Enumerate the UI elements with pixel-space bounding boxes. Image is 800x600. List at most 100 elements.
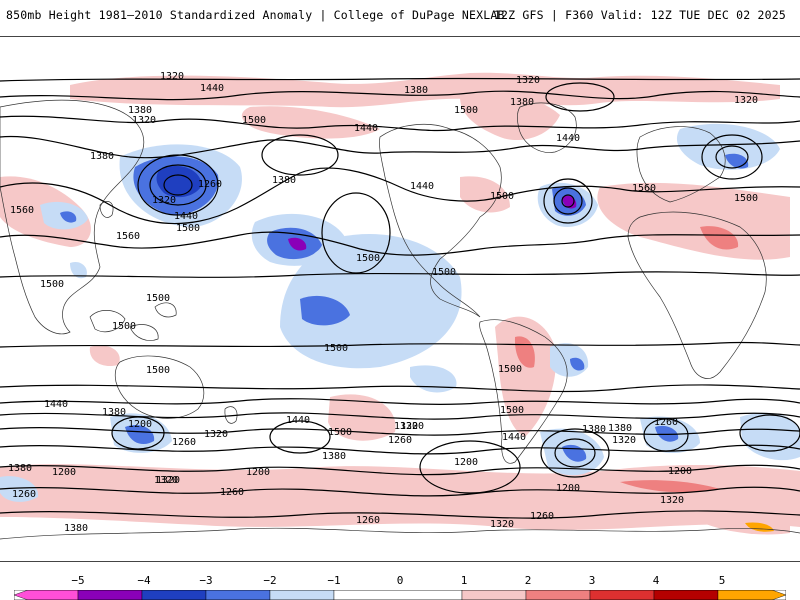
contour-label: 1320: [734, 95, 758, 106]
colorbar-cell: [14, 590, 79, 600]
colorbar-cell: [589, 590, 655, 600]
contour-label: 1320: [154, 475, 178, 486]
contour-label: 1380: [510, 97, 534, 108]
contour-line: [0, 115, 800, 132]
contour-low: [419, 440, 521, 494]
contour-label: 1380: [404, 85, 428, 96]
contour-label: 1440: [354, 123, 378, 134]
contour-line: [0, 510, 800, 519]
contour-line: [0, 486, 800, 497]
positive-anomaly-area: [460, 93, 560, 141]
contour-label: 1260: [220, 487, 244, 498]
contour-line: [0, 464, 800, 476]
contour-label: 1200: [454, 457, 478, 468]
contour-low: [137, 154, 219, 216]
contour-low: [701, 134, 763, 180]
contour-high: [261, 134, 339, 176]
contour-high: [321, 192, 391, 274]
positive-anomaly-area: [597, 182, 790, 260]
contour-label: 1320: [400, 421, 424, 432]
coastline-southeast-asia: [89, 302, 177, 341]
colorbar-tick: 5: [718, 574, 726, 587]
contour-label: 1200: [52, 467, 76, 478]
contour-label: 1200: [246, 467, 270, 478]
negative-anomaly-area: [125, 424, 155, 445]
contour-label: 1440: [44, 399, 68, 410]
contour-low: [163, 174, 193, 196]
contour-label: 1260: [388, 435, 412, 446]
coastline-new-zealand: [224, 406, 238, 424]
coastline-antarctica: [0, 527, 800, 540]
contour-labels: 1320 1440 1380 1320 1380 1320 1440 1500 …: [8, 71, 758, 534]
contour-low: [715, 145, 749, 169]
contour-label: 1380: [582, 424, 606, 435]
contour-label: 1500: [324, 343, 348, 354]
contour-label: 1440: [200, 83, 224, 94]
contour-label: 1500: [146, 365, 170, 376]
contour-line: [0, 231, 800, 256]
contour-line: [0, 341, 800, 348]
contour-low: [739, 414, 800, 452]
contour-label: 1500: [734, 193, 758, 204]
contour-label: 1500: [176, 223, 200, 234]
coastline-japan: [99, 201, 114, 218]
contour-label: 1380: [90, 151, 114, 162]
map-title: 850mb Height 1981–2010 Standardized Anom…: [6, 8, 505, 22]
contour-low: [543, 178, 593, 224]
contour-label: 1380: [608, 423, 632, 434]
colorbar-cell: [269, 590, 335, 600]
contour-label: 1560: [632, 183, 656, 194]
positive-anomaly-area: [89, 345, 120, 367]
contour-label: 1500: [112, 321, 136, 332]
colorbar-tick: −1: [327, 574, 341, 587]
negative-anomaly-area: [550, 343, 589, 377]
contour-label: 1320: [156, 475, 180, 486]
positive-anomaly-area: [620, 480, 720, 493]
positive-anomaly-area: [241, 106, 380, 139]
contour-label: 1500: [490, 191, 514, 202]
negative-anomaly-area: [410, 365, 457, 393]
colorbar-tick: 1: [460, 574, 468, 587]
contour-label: 1200: [668, 466, 692, 477]
colorbar-cell: [205, 590, 271, 600]
negative-anomaly-area: [60, 211, 77, 223]
header-bar: 850mb Height 1981–2010 Standardized Anom…: [0, 0, 800, 36]
contour-label: 1500: [498, 364, 522, 375]
colorbar-cell: [525, 590, 591, 600]
colorbar-tick: 2: [524, 574, 532, 587]
contour-label: 1320: [612, 435, 636, 446]
contour-line: [0, 384, 800, 393]
contour-label: 1500: [242, 115, 266, 126]
contour-label: 1320: [132, 115, 156, 126]
colorbar-tick: −5: [71, 574, 85, 587]
anomaly-map[interactable]: 1320 1440 1380 1320 1380 1320 1440 1500 …: [0, 36, 800, 562]
contour-line: [0, 427, 800, 436]
contour-label: 1500: [40, 279, 64, 290]
colorbar-cell: [717, 590, 786, 600]
contour-low: [561, 194, 575, 208]
contour-label: 1500: [356, 253, 380, 264]
coastline-asia: [0, 99, 145, 335]
contour-label: 1260: [172, 437, 196, 448]
contour-label: 1380: [128, 105, 152, 116]
contour-label: 1380: [64, 523, 88, 534]
contour-label: 1440: [410, 181, 434, 192]
contour-label: 1200: [556, 483, 580, 494]
contour-low: [269, 420, 331, 454]
colorbar-cell: [333, 590, 463, 600]
positive-anomaly-area: [700, 226, 739, 250]
contour-label: 1380: [322, 451, 346, 462]
contour-low: [111, 416, 165, 450]
map-canvas: 1320 1440 1380 1320 1380 1320 1440 1500 …: [0, 71, 800, 540]
coastline-north-america: [379, 124, 502, 318]
negative-anomaly-area: [280, 234, 462, 369]
contour-label: 1260: [356, 515, 380, 526]
negative-anomaly-area: [0, 476, 39, 502]
colorbar-tick: 3: [588, 574, 596, 587]
contour-line: [0, 444, 800, 455]
colorbar-tick: 0: [396, 574, 404, 587]
contour-line: [0, 77, 800, 82]
contour-line: [0, 398, 800, 405]
height-contours: [0, 77, 800, 519]
contour-label: 1320: [490, 519, 514, 530]
